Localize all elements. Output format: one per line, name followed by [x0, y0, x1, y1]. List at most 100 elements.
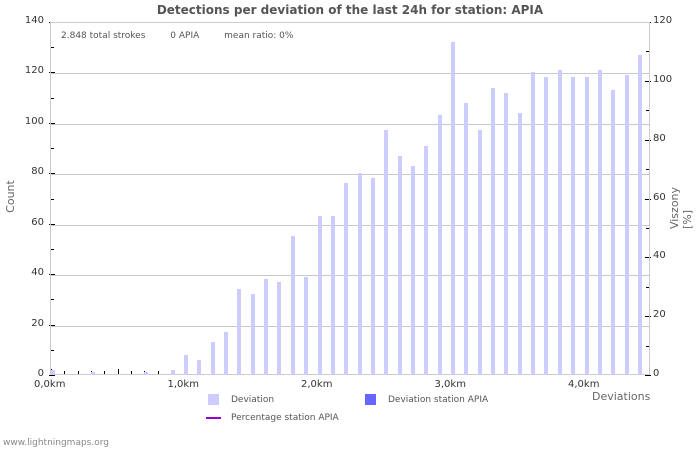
y2-minor-tick — [646, 345, 649, 347]
bar-deviation — [90, 372, 95, 375]
bar-deviation — [50, 369, 55, 375]
bar-deviation — [477, 130, 482, 375]
x-tick-label: 0,0km — [34, 379, 66, 390]
bar-deviation — [544, 77, 549, 375]
bar-deviation — [264, 279, 269, 375]
bar-deviation — [637, 54, 642, 375]
y-tick — [49, 324, 55, 326]
summary-annotation: 2.848 total strokes 0 APIA mean ratio: 0… — [61, 31, 315, 41]
y-tick-label: 20 — [31, 317, 44, 329]
bar-deviation — [184, 354, 188, 375]
y-tick-label: 40 — [31, 267, 44, 279]
x-tick — [104, 371, 106, 375]
legend-deviation: Deviation — [208, 394, 274, 405]
bar-deviation — [210, 342, 215, 375]
bar-deviation — [517, 112, 522, 375]
bar-deviation — [304, 276, 309, 375]
bar-deviation — [237, 289, 242, 375]
x-tick-label: 1,0km — [167, 379, 199, 390]
y2-minor-tick — [646, 51, 649, 53]
gridline — [51, 275, 649, 277]
gridline — [51, 224, 649, 226]
y-minor-tick — [51, 148, 54, 150]
y-tick-label: 140 — [24, 15, 44, 26]
bar-deviation — [197, 359, 202, 375]
y2-tick-label: 20 — [653, 309, 666, 321]
bar-deviation — [504, 92, 509, 375]
y2-tick — [645, 257, 651, 259]
legend-swatch-dark — [365, 394, 376, 405]
bar-deviation — [330, 216, 335, 375]
x-tick — [77, 371, 79, 375]
bar-deviation — [317, 216, 322, 375]
y-tick-label: 0 — [37, 368, 44, 379]
bar-deviation — [410, 165, 415, 375]
bar-deviation — [451, 42, 455, 375]
legend-deviation-station: Deviation station APIA — [365, 394, 488, 405]
y2-tick — [645, 80, 651, 82]
station-count: 0 APIA — [170, 31, 200, 41]
y2-tick-label: 120 — [653, 15, 673, 26]
y2-tick — [645, 139, 651, 141]
y-tick — [49, 375, 55, 376]
x-tick-label: 2,0km — [301, 379, 333, 390]
y2-tick — [645, 198, 651, 200]
y-tick — [49, 72, 55, 74]
y-tick — [49, 223, 55, 225]
y-tick-label: 60 — [31, 216, 44, 228]
bar-deviation — [584, 77, 589, 375]
gridline — [51, 123, 649, 125]
chart-title: Detections per deviation of the last 24h… — [156, 3, 544, 17]
bar-deviation — [571, 77, 576, 375]
bar-deviation — [344, 183, 349, 375]
legend-percentage-station: Percentage station APIA — [206, 413, 339, 423]
y-minor-tick — [51, 97, 54, 99]
gridline — [51, 174, 649, 176]
x-axis-title: Deviations — [592, 390, 651, 403]
bar-deviation — [370, 178, 375, 375]
x-tick-label: 4,0km — [568, 379, 600, 390]
x-tick-label: 3,0km — [434, 379, 466, 390]
bar-deviation — [597, 69, 602, 375]
y-tick-label: 100 — [24, 115, 44, 127]
legend-line-purple — [206, 417, 221, 419]
bar-deviation — [143, 372, 148, 375]
x-tick — [131, 371, 133, 375]
y2-tick-label: 60 — [653, 191, 666, 203]
y-tick-label: 120 — [24, 65, 44, 77]
bar-deviation — [384, 130, 389, 375]
y2-tick-label: 80 — [653, 132, 666, 144]
y-tick — [49, 122, 55, 124]
y2-minor-tick — [646, 169, 649, 171]
bar-deviation — [277, 281, 282, 375]
y-minor-tick — [51, 47, 54, 49]
bar-deviation — [557, 69, 562, 375]
legend-swatch-light — [208, 394, 219, 405]
bar-deviation — [531, 72, 536, 375]
y2-minor-tick — [646, 227, 649, 229]
plot-area: 2.848 total strokes 0 APIA mean ratio: 0… — [50, 22, 650, 375]
y2-minor-tick — [646, 286, 649, 288]
y-minor-tick — [51, 349, 54, 351]
x-tick — [64, 371, 66, 375]
bar-deviation — [250, 294, 255, 375]
bar-deviation — [437, 115, 442, 375]
footer-credit: www.lightningmaps.org — [3, 438, 109, 448]
y-tick-label: 80 — [31, 166, 44, 178]
y2-tick-label: 0 — [653, 368, 660, 379]
bar-deviation — [464, 102, 469, 375]
bar-deviation — [491, 87, 496, 375]
y-tick — [49, 173, 55, 175]
x-tick — [117, 369, 119, 375]
x-tick — [157, 371, 159, 375]
total-strokes: 2.848 total strokes — [61, 31, 146, 41]
y2-tick — [645, 375, 651, 376]
y2-axis-title: Viszony [%] — [668, 186, 695, 230]
y-minor-tick — [51, 248, 54, 250]
y2-tick-label: 40 — [653, 250, 666, 262]
bar-deviation — [290, 236, 295, 375]
bar-deviation — [397, 155, 402, 375]
y-axis-title: Count — [3, 180, 17, 213]
y-tick — [49, 274, 55, 276]
bar-deviation — [424, 145, 429, 375]
